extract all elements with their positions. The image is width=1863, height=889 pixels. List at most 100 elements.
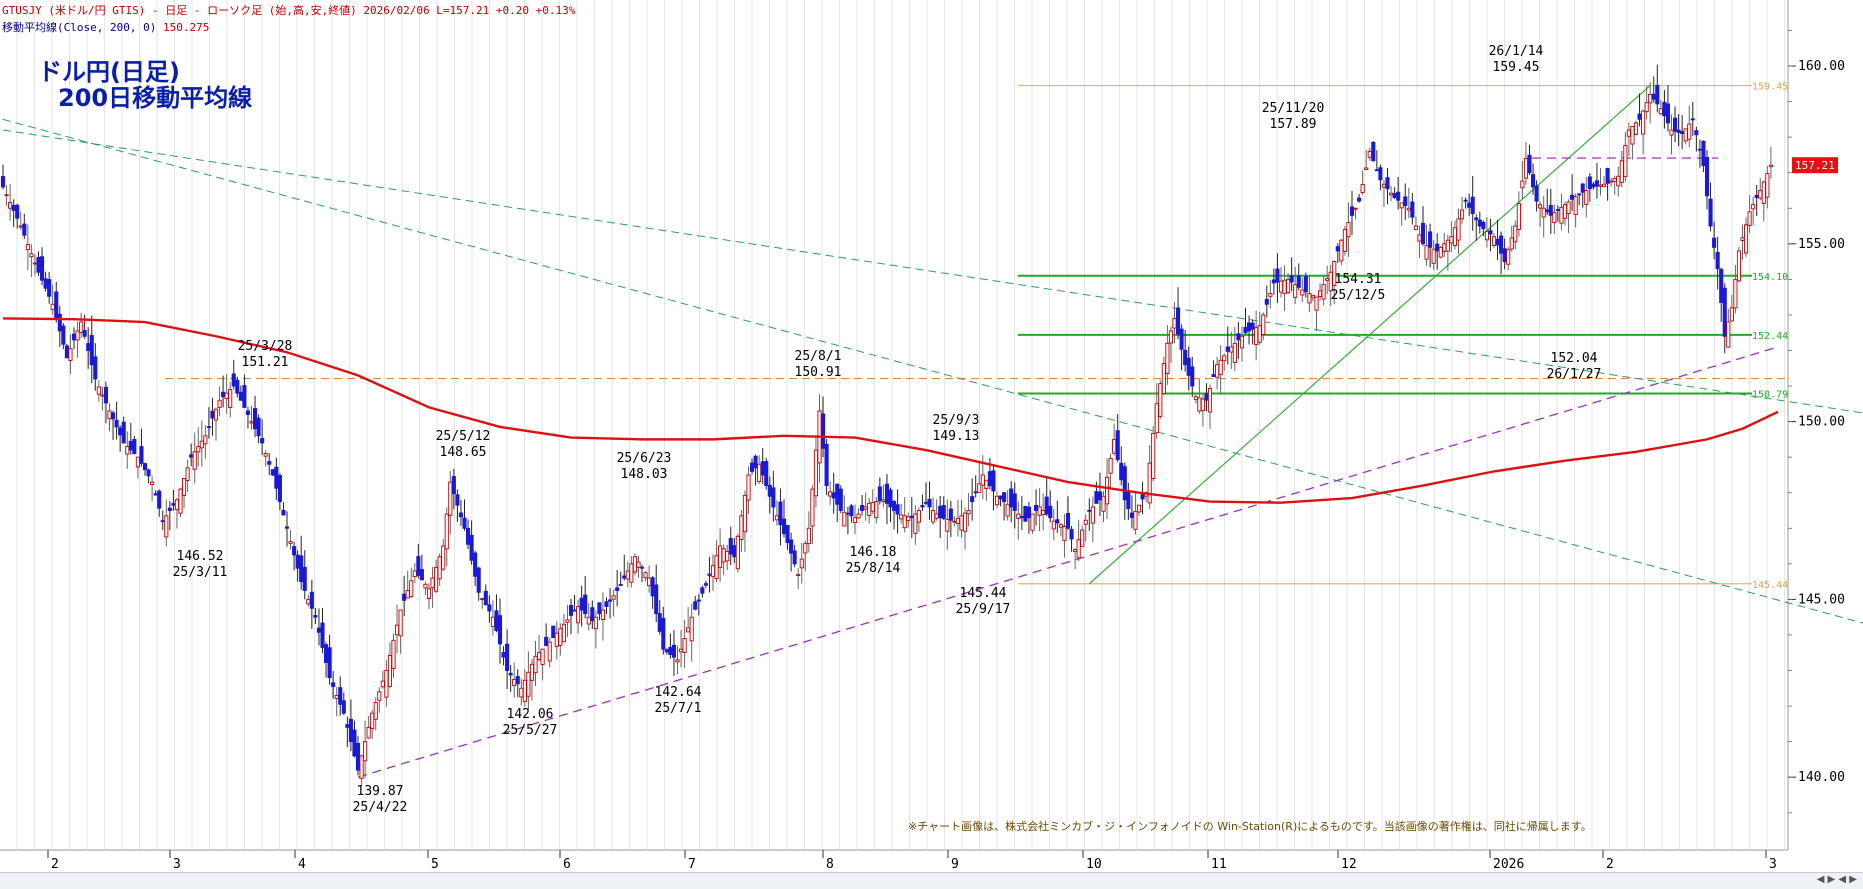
candle [1044,496,1049,515]
candle [1161,363,1166,395]
candle [1303,276,1308,293]
x-tick-label: 3 [1769,857,1777,872]
candle [703,583,708,586]
candle [153,493,158,496]
annotation-label: 25/5/12 [436,429,491,444]
candle [437,556,442,580]
candle [331,682,336,687]
candle [537,652,542,661]
candle [1069,528,1074,540]
candle [1026,506,1031,519]
candle [1353,207,1358,210]
candle [586,616,591,625]
candle [863,506,868,510]
candle [970,496,975,503]
candle [1307,293,1312,304]
candle [103,386,108,404]
annotation-label: 157.89 [1270,117,1317,132]
annotation-label: 26/1/14 [1489,44,1544,59]
candle [572,609,577,612]
candle [938,506,943,519]
level-label: 150.79 [1752,390,1788,401]
candle [1282,279,1287,295]
candle [217,399,222,408]
candle [515,676,520,685]
candle [1580,183,1585,193]
candle [1087,509,1092,512]
scroll-arrows-icon[interactable]: ◀ ▶ ◀ ▶ [1816,874,1857,885]
candle [1573,196,1578,216]
candle [1552,212,1557,224]
candle [611,595,616,600]
candle [849,505,854,517]
candle [813,449,818,497]
candle [568,605,574,616]
candle [174,499,180,511]
candle [1246,322,1252,332]
candle [1310,294,1315,298]
candle [302,566,307,591]
annotation-label: 25/11/20 [1262,101,1325,116]
x-tick-label: 6 [563,857,571,872]
candle [725,550,730,562]
candle [1339,239,1344,262]
candle [1438,246,1443,258]
candle [281,510,286,516]
annotation-label: 25/5/27 [503,723,558,738]
candle [1651,93,1656,100]
candle [473,552,478,577]
candle [998,495,1003,500]
candle [4,194,9,197]
candle [1016,513,1021,519]
scroll-bar[interactable]: ◀ ▶ ◀ ▶ [0,872,1863,889]
candle [1704,156,1710,197]
candle [1080,529,1085,547]
candle [1612,178,1617,182]
candle [1175,307,1181,335]
candle [29,253,34,258]
trendline [357,346,1779,778]
candle [1719,268,1724,303]
candle [451,476,456,495]
candle [164,515,169,538]
candle [1601,183,1607,188]
candle [352,729,357,757]
candle [167,507,172,511]
candle [682,638,687,653]
x-tick-label: 10 [1086,857,1102,872]
candle [277,475,282,503]
candle [1506,249,1511,265]
candle [1317,290,1323,298]
candle [781,518,787,535]
candle [405,590,410,599]
candle [920,505,925,508]
last-price-tag [1792,157,1838,174]
candle [1183,349,1188,366]
level-label: 145.44 [1752,580,1788,591]
candle [1009,488,1014,508]
candle [700,587,705,594]
candle [789,539,794,554]
candle [551,625,556,639]
candle [299,555,304,583]
candle [828,491,833,497]
candle [18,225,23,228]
candle [1541,207,1546,218]
candle [526,671,531,697]
candle [1726,321,1731,348]
x-tick-label: 12 [1341,857,1357,872]
x-tick-label: 9 [951,857,959,872]
candle [1232,342,1237,363]
x-tick-label: 4 [298,857,306,872]
candle [15,204,20,219]
candle [1062,526,1067,541]
candle [238,391,243,401]
candle [1413,225,1418,230]
candle [1754,194,1759,199]
candle [1371,141,1376,162]
candle [1023,505,1028,522]
candle [1083,519,1088,525]
candle [1676,129,1681,133]
candle [895,504,900,515]
